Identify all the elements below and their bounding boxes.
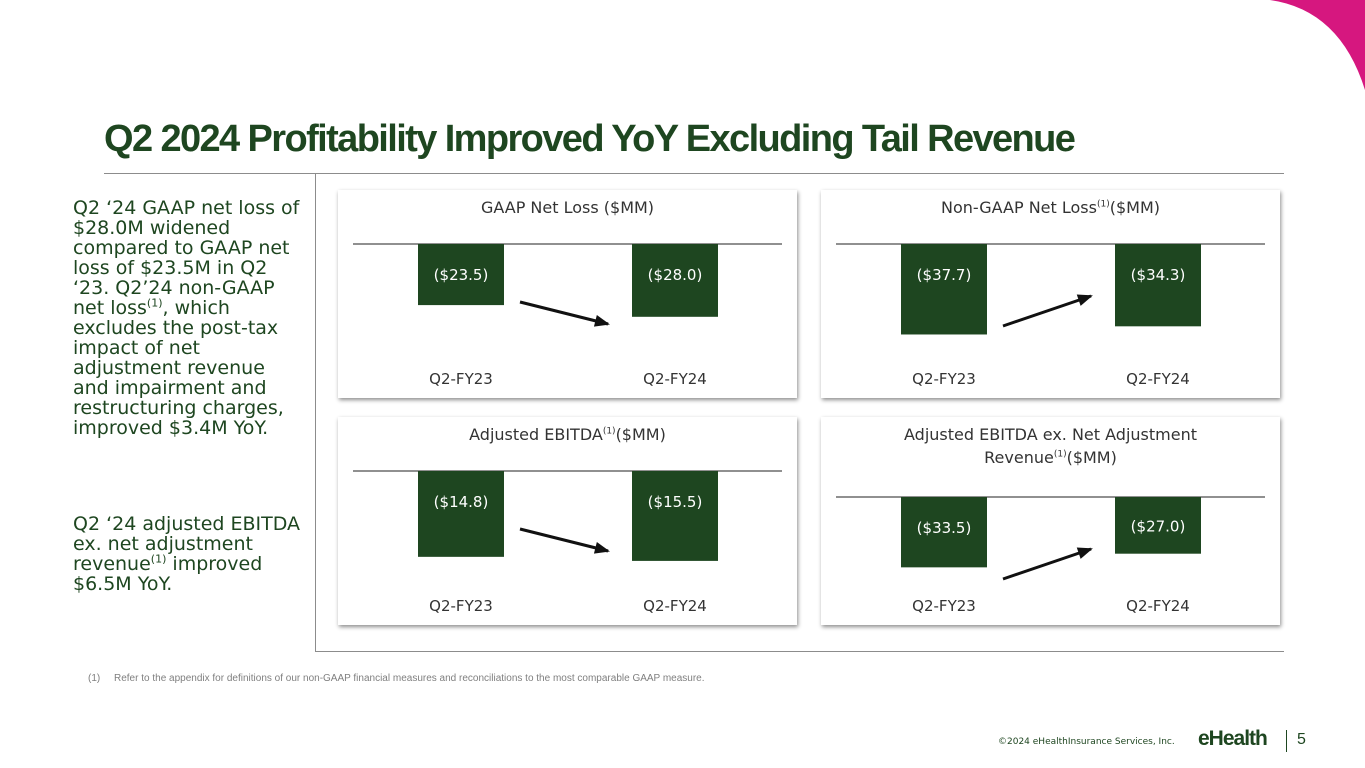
bar-q2-fy24 xyxy=(632,244,718,317)
footnote-ref: (1) xyxy=(1096,199,1110,210)
category-label: Q2-FY24 xyxy=(1126,370,1190,388)
bar-q2-fy24 xyxy=(1115,497,1201,554)
data-label: ($27.0) xyxy=(1131,517,1186,535)
data-label: ($14.8) xyxy=(434,493,489,511)
bottom-divider xyxy=(315,651,1284,652)
title-divider xyxy=(104,173,1284,174)
category-label: Q2-FY23 xyxy=(912,597,976,615)
trend-arrow-head xyxy=(593,542,610,554)
footer-separator xyxy=(1286,730,1287,752)
data-label: ($15.5) xyxy=(648,493,703,511)
chart-title: Adjusted EBITDA ex. Net Adjustment Reven… xyxy=(904,425,1197,467)
category-label: Q2-FY23 xyxy=(429,370,493,388)
column-divider xyxy=(315,173,316,651)
summary-text: , which excludes the post-tax impact of … xyxy=(73,297,284,439)
category-label: Q2-FY23 xyxy=(912,370,976,388)
page-title: Q2 2024 Profitability Improved YoY Exclu… xyxy=(104,118,1076,160)
summary-text: Q2 ‘24 GAAP net loss of $28.0M widened c… xyxy=(73,197,300,319)
trend-arrow-shaft xyxy=(1002,547,1092,581)
chart-plot: ($23.5) Q2-FY23 ($28.0) Q2-FY24 xyxy=(353,243,782,388)
bar-q2-fy23 xyxy=(901,497,987,568)
trend-arrow-head xyxy=(1076,294,1093,306)
chart-title: GAAP Net Loss ($MM) xyxy=(480,198,655,217)
bar-q2-fy24 xyxy=(632,471,718,561)
bar-q2-fy23 xyxy=(418,244,504,306)
footnote-ref: (1) xyxy=(150,552,167,566)
summary-paragraph-ebitda: Q2 ‘24 adjusted EBITDA ex. net adjustmen… xyxy=(73,514,301,594)
chart-title: Adjusted EBITDA(1)($MM) xyxy=(469,425,666,444)
summary-text: Q2 ‘24 adjusted EBITDA ex. net adjustmen… xyxy=(73,513,301,575)
chart-plot: ($37.7) Q2-FY23 ($34.3) Q2-FY24 xyxy=(836,243,1265,388)
corner-accent-shape xyxy=(1270,0,1365,90)
trend-arrow-shaft xyxy=(1002,294,1092,328)
category-label: Q2-FY24 xyxy=(643,370,707,388)
chart-title: Non-GAAP Net Loss(1)($MM) xyxy=(940,198,1161,217)
chart-plot: ($14.8) Q2-FY23 ($15.5) Q2-FY24 xyxy=(353,470,782,615)
copyright-text: ©2024 eHealthInsurance Services, Inc. xyxy=(998,737,1175,747)
page-number: 5 xyxy=(1297,731,1306,748)
bar-q2-fy23 xyxy=(418,471,504,557)
chart-panel-gaap-net-loss: GAAP Net Loss ($MM) ($23.5) Q2-FY23 ($28.0… xyxy=(338,190,797,398)
data-label: ($28.0) xyxy=(648,266,703,284)
data-label: ($34.3) xyxy=(1131,266,1186,284)
bar-q2-fy23 xyxy=(901,244,987,335)
summary-paragraph-net-loss: Q2 ‘24 GAAP net loss of $28.0M widened c… xyxy=(73,198,301,438)
chart-panel-adjusted-ebitda-ex-net-adjustment: Adjusted EBITDA ex. Net Adjustment Reven… xyxy=(821,417,1280,625)
category-label: Q2-FY24 xyxy=(1126,597,1190,615)
footnote-ref: (1) xyxy=(1053,449,1067,460)
bar-q2-fy24 xyxy=(1115,244,1201,327)
footnote-ref: (1) xyxy=(146,296,163,310)
trend-arrow-head xyxy=(593,315,610,327)
category-label: Q2-FY24 xyxy=(643,597,707,615)
footnote-text: Refer to the appendix for definitions of… xyxy=(114,673,705,684)
trend-arrow-shaft xyxy=(519,527,609,553)
data-label: ($33.5) xyxy=(917,519,972,537)
footnote-mark: (1) xyxy=(88,673,101,684)
trend-arrow-shaft xyxy=(519,300,609,326)
footnote-ref: (1) xyxy=(602,426,616,437)
ehealth-logo: eHealth xyxy=(1198,727,1268,750)
summary-text: improved $6.5M YoY. xyxy=(73,553,263,595)
trend-arrow-head xyxy=(1076,547,1093,559)
data-label: ($23.5) xyxy=(434,266,489,284)
category-label: Q2-FY23 xyxy=(429,597,493,615)
data-label: ($37.7) xyxy=(917,266,972,284)
chart-plot: ($33.5) Q2-FY23 ($27.0) Q2-FY24 xyxy=(836,496,1265,615)
footnote: (1) Refer to the appendix for definitions… xyxy=(88,673,705,684)
chart-panel-non-gaap-net-loss: Non-GAAP Net Loss(1)($MM) ($37.7) Q2-FY23… xyxy=(821,190,1280,398)
chart-panel-adjusted-ebitda: Adjusted EBITDA(1)($MM) ($14.8) Q2-FY23 ($… xyxy=(338,417,797,625)
